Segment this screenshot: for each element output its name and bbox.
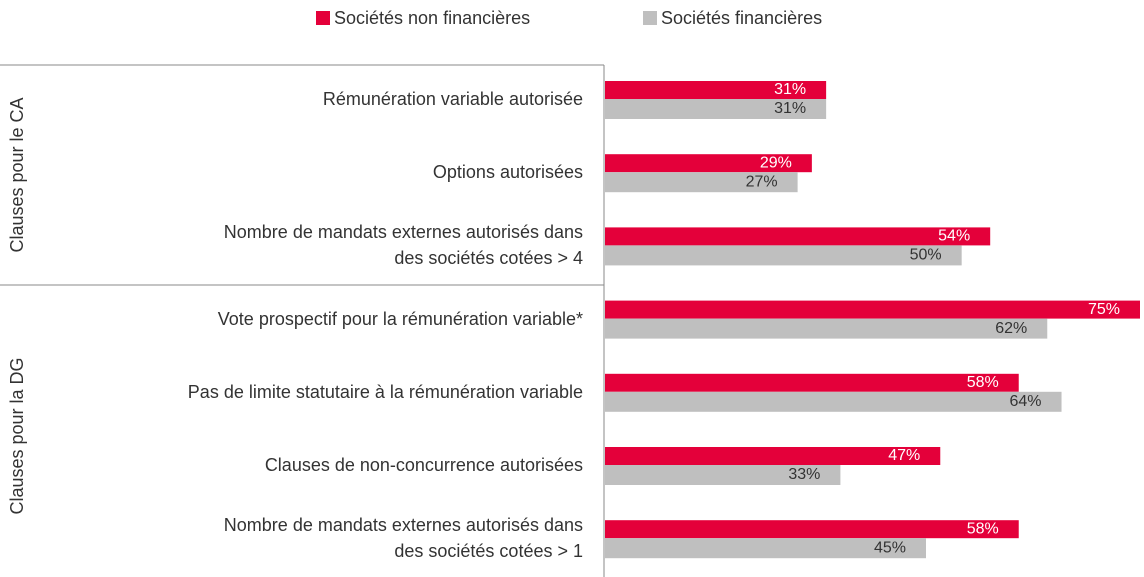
group-label: Clauses pour la DG [7,357,27,514]
legend-swatch [316,11,330,25]
bar [605,300,1140,319]
value-label: 45% [874,539,906,556]
bar [605,245,962,266]
value-label: 54% [938,228,970,245]
bar [605,520,1019,539]
value-label: 50% [910,247,942,264]
value-label: 58% [967,374,999,391]
bar [605,172,798,193]
bar [605,538,926,559]
bar [605,373,1019,392]
value-label: 58% [967,520,999,537]
bar [605,391,1062,412]
category-label: Pas de limite statutaire à la rémunérati… [187,381,583,402]
category-label: Vote prospectif pour la rémunération var… [217,308,583,329]
value-label: 29% [760,154,792,171]
value-label: 31% [774,81,806,98]
value-label: 31% [774,100,806,117]
category-label: Nombre de mandats externes autorisés dan… [223,222,583,269]
legend-label: Sociétés non financières [334,8,530,28]
bar [605,465,841,485]
bar [605,99,827,119]
bar [605,447,941,465]
category-label: Nombre de mandats externes autorisés dan… [223,515,583,562]
bar [605,227,991,246]
legend-label: Sociétés financières [661,8,822,28]
value-label: 47% [888,447,920,464]
legend-swatch [643,11,657,25]
bar [605,154,812,173]
category-label: Options autorisées [432,162,583,183]
value-label: 62% [995,320,1027,337]
value-label: 27% [746,173,778,190]
value-label: 33% [788,466,820,483]
bar [605,81,827,99]
value-label: 75% [1088,301,1120,318]
category-label: Clauses de non-concurrence autorisées [264,455,583,475]
bar [605,318,1048,339]
group-label: Clauses pour le CA [7,97,27,252]
category-label: Rémunération variable autorisée [322,89,583,109]
value-label: 64% [1010,393,1042,410]
